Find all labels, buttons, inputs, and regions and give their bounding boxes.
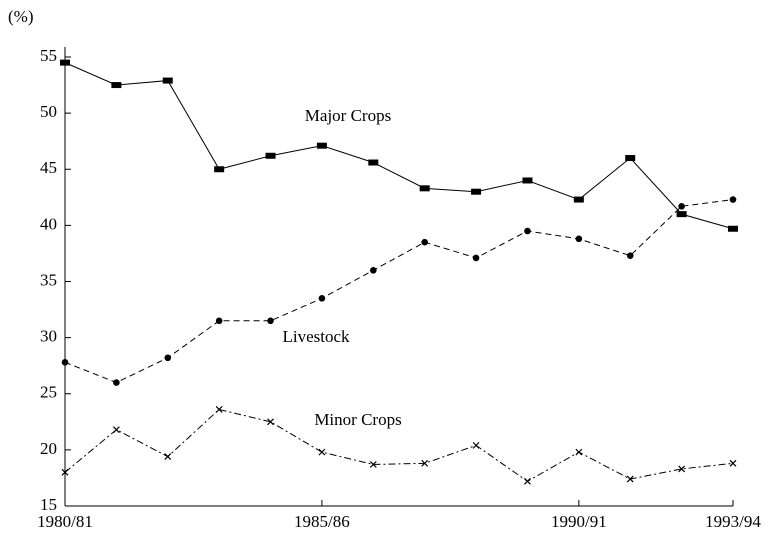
marker (215, 317, 223, 325)
marker (111, 82, 122, 89)
marker (522, 177, 533, 184)
y-tick-label: 45 (40, 158, 57, 177)
marker (472, 254, 480, 262)
marker (61, 359, 69, 366)
marker (61, 468, 69, 476)
marker (729, 196, 737, 203)
y-tick-label: 40 (40, 214, 57, 233)
marker (60, 59, 70, 66)
marker (524, 227, 531, 235)
y-tick-label: 50 (40, 102, 57, 121)
marker (112, 426, 120, 434)
y-axis-label: (%) (8, 7, 33, 26)
marker (728, 225, 738, 232)
marker (676, 211, 687, 218)
series-line (64, 199, 734, 384)
series-label: Livestock (282, 327, 350, 346)
marker (318, 295, 326, 302)
marker (472, 441, 480, 449)
x-tick-label: 1993/94 (705, 512, 761, 531)
marker (215, 406, 223, 413)
x-tick-label: 1990/91 (551, 512, 607, 531)
marker (575, 235, 583, 243)
marker (267, 317, 274, 325)
series-line (64, 62, 734, 230)
marker (267, 418, 274, 426)
marker (164, 354, 172, 362)
y-tick-label: 20 (40, 439, 57, 458)
marker (214, 166, 225, 173)
marker (113, 379, 120, 386)
marker (369, 461, 377, 468)
marker (265, 152, 276, 159)
marker (316, 142, 327, 149)
marker (626, 252, 634, 259)
marker (368, 159, 379, 166)
y-tick-label: 35 (40, 270, 57, 289)
marker (421, 459, 429, 467)
marker (678, 465, 686, 473)
marker (318, 448, 326, 456)
series-line (64, 408, 734, 482)
x-tick-label: 1980/81 (37, 512, 93, 531)
y-tick-label: 15 (40, 495, 57, 514)
marker (626, 475, 634, 483)
y-tick-label: 55 (40, 46, 57, 65)
series-label: Major Crops (305, 106, 391, 125)
marker (471, 188, 482, 195)
x-tick-label: 1985/86 (294, 512, 350, 531)
marker (575, 448, 583, 456)
marker (625, 155, 636, 162)
marker (573, 196, 584, 203)
marker (524, 477, 531, 485)
marker (729, 459, 737, 467)
y-tick-label: 30 (40, 327, 57, 346)
marker (370, 266, 377, 274)
marker (164, 453, 172, 461)
marker (421, 238, 428, 246)
marker (162, 77, 173, 84)
series-label: Minor Crops (314, 410, 401, 429)
marker (678, 202, 685, 210)
y-tick-label: 25 (40, 383, 57, 402)
marker (419, 185, 430, 192)
